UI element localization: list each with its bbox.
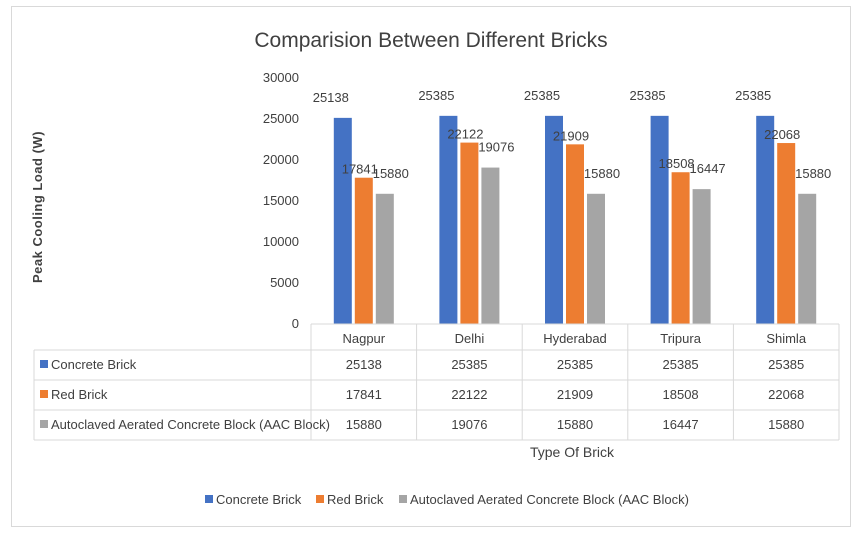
- data-labels-group: 2513817841158802538522122190762538521909…: [313, 88, 832, 181]
- table-cell: 15880: [768, 417, 804, 432]
- data-label: 15880: [584, 166, 620, 181]
- data-label: 15880: [373, 166, 409, 181]
- bar: [545, 115, 563, 324]
- table-series-swatch: [40, 390, 48, 398]
- category-label: Hyderabad: [543, 331, 607, 346]
- bar: [587, 193, 605, 324]
- table-series-swatch: [40, 360, 48, 368]
- legend: Concrete Brick Red Brick Autoclaved Aerate…: [205, 492, 689, 507]
- legend-swatch: [205, 495, 213, 503]
- data-label: 25385: [630, 88, 666, 103]
- data-label: 22068: [764, 127, 800, 142]
- table-cell: 25385: [768, 357, 804, 372]
- table-cell: 25385: [557, 357, 593, 372]
- bar: [439, 115, 458, 324]
- bar: [481, 167, 500, 324]
- table-cell: 15880: [346, 417, 382, 432]
- data-label: 22122: [447, 127, 483, 142]
- data-label: 17841: [342, 162, 378, 177]
- category-label: Delhi: [455, 331, 485, 346]
- y-tick-label: 20000: [263, 152, 299, 167]
- bar: [460, 142, 479, 324]
- data-label: 16447: [690, 161, 726, 176]
- y-tick-label: 0: [292, 316, 299, 331]
- bar: [375, 193, 394, 324]
- data-label: 25138: [313, 90, 349, 105]
- legend-label: Autoclaved Aerated Concrete Block (AAC B…: [410, 492, 689, 507]
- data-label: 19076: [478, 140, 514, 155]
- bar: [798, 193, 817, 324]
- y-tick-label: 10000: [263, 234, 299, 249]
- category-label: Shimla: [766, 331, 807, 346]
- data-label: 25385: [418, 88, 454, 103]
- table-cell: 21909: [557, 387, 593, 402]
- table-cell: 18508: [663, 387, 699, 402]
- chart-title: Comparision Between Different Bricks: [254, 29, 607, 52]
- bar: [650, 115, 669, 324]
- data-label: 18508: [659, 156, 695, 171]
- table-cell: 16447: [663, 417, 699, 432]
- table-cell: 25385: [663, 357, 699, 372]
- y-tick-label: 25000: [263, 111, 299, 126]
- y-axis-label: Peak Cooling Load (W): [30, 131, 45, 283]
- table-series-name: Autoclaved Aerated Concrete Block (AAC B…: [51, 417, 330, 432]
- table-cell: 25385: [451, 357, 487, 372]
- chart-frame: Comparision Between Different Bricks Pea…: [11, 6, 851, 527]
- data-label: 21909: [553, 128, 589, 143]
- bar-chart: Comparision Between Different Bricks Pea…: [30, 29, 840, 507]
- bar: [566, 144, 584, 324]
- bar: [777, 143, 796, 324]
- table-cell: 15880: [557, 417, 593, 432]
- y-tick-label: 5000: [270, 275, 299, 290]
- y-tick-label: 30000: [263, 70, 299, 85]
- bar: [354, 177, 373, 324]
- data-label: 15880: [795, 166, 831, 181]
- bar: [692, 189, 711, 324]
- data-table: Nagpur Delhi Hyderabad Tripura Shimla Concret…: [33, 323, 840, 441]
- legend-label: Red Brick: [327, 492, 384, 507]
- table-series-name: Concrete Brick: [51, 357, 137, 372]
- y-axis-ticks: 0 5000 10000 15000 20000 25000 30000: [263, 70, 299, 331]
- bars-group: [333, 115, 817, 324]
- legend-label: Concrete Brick: [216, 492, 302, 507]
- y-tick-label: 15000: [263, 193, 299, 208]
- table-series-swatch: [40, 420, 48, 428]
- bar: [756, 115, 775, 324]
- table-cell: 25138: [346, 357, 382, 372]
- data-label: 25385: [524, 88, 560, 103]
- category-label: Nagpur: [342, 331, 385, 346]
- table-cell: 17841: [346, 387, 382, 402]
- data-label: 25385: [735, 88, 771, 103]
- legend-swatch: [399, 495, 407, 503]
- table-cell: 22122: [451, 387, 487, 402]
- bar: [671, 172, 690, 324]
- table-series-name: Red Brick: [51, 387, 108, 402]
- legend-swatch: [316, 495, 324, 503]
- x-axis-label: Type Of Brick: [530, 444, 615, 460]
- category-label: Tripura: [660, 331, 701, 346]
- bar: [333, 117, 352, 324]
- table-cell: 19076: [451, 417, 487, 432]
- table-cell: 22068: [768, 387, 804, 402]
